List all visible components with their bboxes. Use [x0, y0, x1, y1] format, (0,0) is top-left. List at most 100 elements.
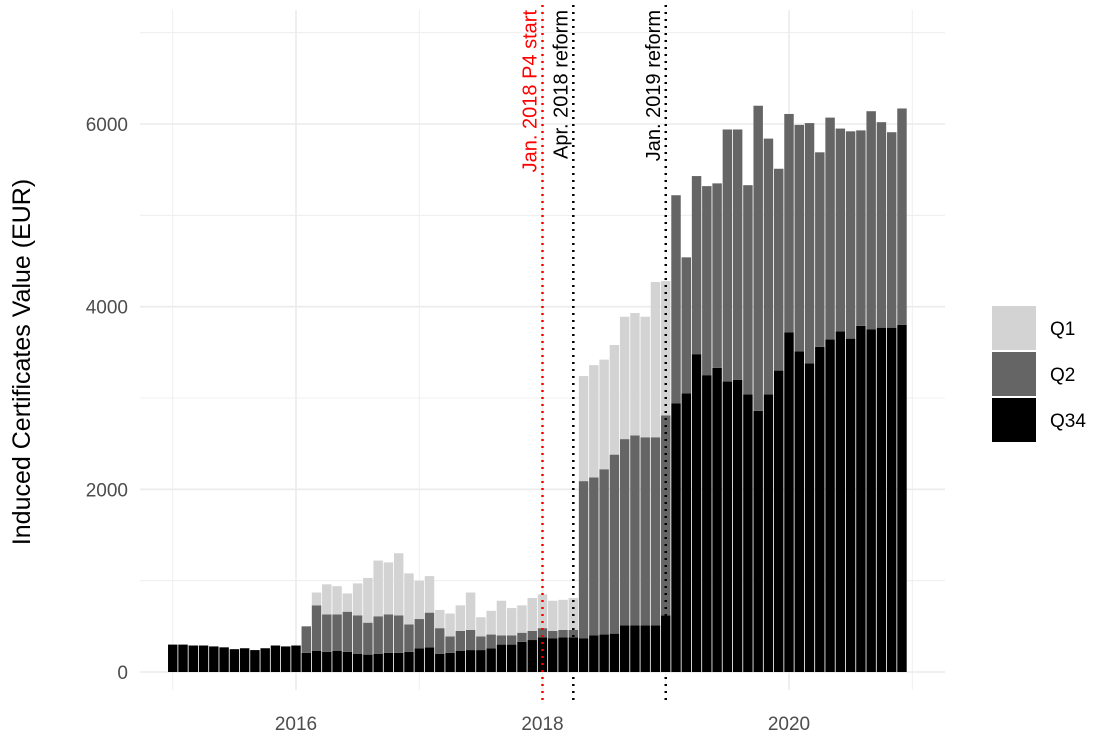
bar-q2 [784, 113, 794, 333]
bar-q34 [537, 637, 548, 672]
bar-q2 [465, 629, 476, 651]
bar-q1 [332, 586, 342, 615]
bar-q34 [322, 651, 332, 672]
bar-q34 [589, 635, 599, 672]
bar-q34 [558, 637, 568, 672]
bar-q2 [599, 469, 609, 635]
bar-q1 [630, 313, 640, 436]
bar-q34 [476, 650, 486, 672]
bar-q34 [804, 363, 815, 672]
bar-q2 [661, 415, 671, 616]
bar-q34 [332, 650, 342, 672]
bar-q34 [845, 338, 856, 672]
bar-q34 [691, 354, 702, 672]
bar-q2 [650, 437, 661, 626]
bar-q34 [548, 638, 558, 672]
bar-q34 [599, 634, 609, 672]
bar-q34 [435, 653, 445, 672]
bar-q2 [404, 624, 414, 652]
bar-q34 [352, 653, 363, 672]
bar-q34 [414, 648, 424, 672]
bar-q34 [702, 375, 712, 672]
bar-q2 [815, 152, 825, 347]
bar-q34 [650, 625, 661, 672]
bar-q2 [835, 128, 846, 332]
bar-q34 [486, 648, 496, 672]
bar-q34 [229, 649, 240, 672]
bar-q1 [424, 576, 435, 613]
bar-q2 [322, 614, 332, 652]
legend: Q1 Q2 Q34 [992, 306, 1086, 442]
annotation-label: Jan. 2018 P4 start [520, 10, 542, 173]
bar-q1 [650, 282, 661, 438]
bar-q34 [342, 651, 353, 672]
bar-q2 [445, 636, 455, 653]
bar-q2 [671, 195, 681, 404]
annotation-label: Apr. 2018 reform [550, 10, 572, 159]
bar-q1 [465, 592, 476, 630]
bar-q34 [774, 370, 784, 672]
bar-q34 [178, 644, 188, 672]
bar-q2 [845, 131, 856, 339]
x-tick-label: 2016 [275, 714, 317, 735]
bar-q2 [342, 611, 353, 652]
bar-q34 [373, 653, 383, 672]
bar-q1 [537, 594, 548, 629]
bar-q34 [671, 403, 681, 672]
bar-q2 [691, 176, 702, 355]
bar-q2 [619, 439, 630, 626]
bar-q34 [527, 640, 537, 672]
bar-q2 [311, 605, 322, 651]
bar-q1 [506, 608, 517, 636]
bar-q2 [527, 630, 537, 641]
bar-q2 [794, 124, 804, 352]
bar-q2 [712, 183, 722, 368]
bar-q34 [393, 652, 404, 672]
bar-q1 [640, 316, 650, 438]
bar-q1 [352, 583, 363, 616]
bar-q34 [753, 410, 763, 672]
y-axis-label: Induced Certificates Value (EUR) [8, 179, 36, 545]
bar-q34 [291, 645, 301, 672]
bar-q2 [763, 138, 774, 395]
bar-q1 [589, 365, 599, 478]
bar-q2 [578, 481, 589, 639]
bar-q34 [856, 325, 866, 672]
bar-q1 [342, 593, 353, 612]
bar-q2 [393, 615, 404, 653]
bar-q34 [825, 339, 835, 672]
bar-q34 [743, 394, 753, 672]
bar-q2 [424, 612, 435, 648]
bar-q34 [270, 645, 281, 672]
bar-q1 [599, 359, 609, 470]
bar-q2 [352, 615, 363, 654]
bar-q34 [619, 625, 630, 672]
bar-q34 [198, 645, 209, 672]
bar-q34 [311, 650, 322, 672]
bar-q34 [640, 625, 650, 672]
bar-q2 [630, 435, 640, 626]
bar-q2 [496, 635, 507, 645]
bar-q1 [311, 592, 322, 606]
bar-q1 [619, 316, 630, 440]
bar-q2 [886, 132, 897, 328]
bar-q2 [804, 123, 815, 364]
bar-q1 [578, 376, 589, 482]
bar-q34 [609, 633, 620, 672]
bar-q1 [496, 600, 507, 636]
bar-q1 [435, 609, 445, 629]
bar-q34 [712, 367, 722, 672]
y-axis-ticks: 0 2000 4000 6000 [86, 115, 128, 684]
bar-q2 [856, 130, 866, 326]
bar-q2 [681, 257, 692, 394]
bar-q34 [763, 394, 774, 672]
bar-q34 [866, 329, 876, 672]
bar-q34 [568, 637, 579, 672]
bar-q2 [517, 632, 527, 642]
bar-q1 [548, 600, 558, 631]
bar-q1 [322, 584, 332, 615]
bar-q2 [609, 454, 620, 634]
bar-q2 [363, 622, 373, 655]
bar-q1 [414, 580, 424, 620]
